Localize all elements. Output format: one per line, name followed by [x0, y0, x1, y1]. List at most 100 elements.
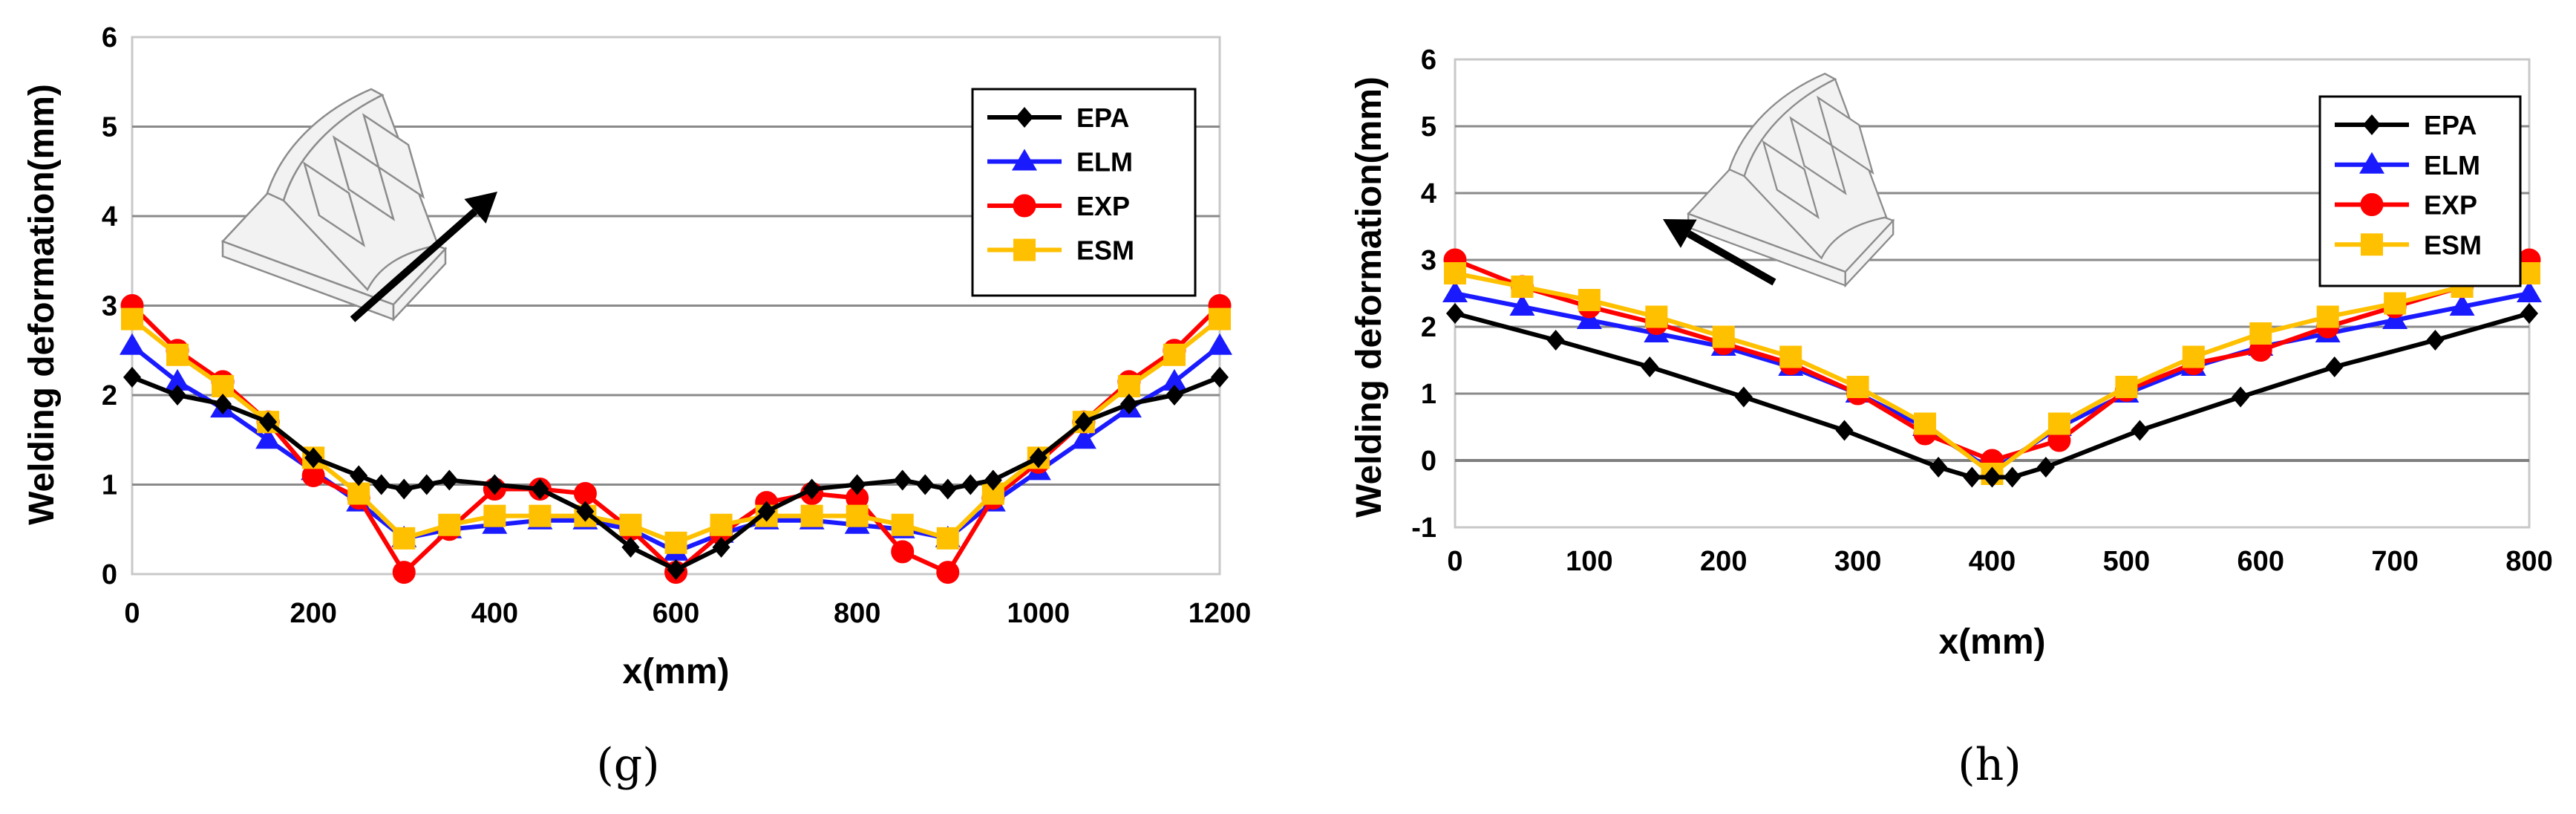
y-axis-title: Welding deformation(mm) [1350, 76, 1389, 518]
data-point-esm-9 [529, 504, 552, 527]
data-point-elm-0 [120, 333, 145, 355]
data-point-exp-6 [392, 561, 416, 585]
data-point-epa-22 [961, 474, 980, 495]
caption-g: (g) [596, 739, 659, 791]
y-tick-label-6: 6 [102, 22, 117, 53]
data-point-elm-15 [2449, 294, 2475, 316]
data-point-esm-9 [2047, 412, 2070, 435]
data-point-esm-16 [2518, 262, 2540, 284]
x-tick-label-2: 400 [471, 598, 518, 629]
direction-arrow-shaft [350, 208, 478, 322]
data-point-esm-12 [664, 531, 687, 554]
data-point-esm-18 [936, 527, 959, 550]
data-point-esm-23 [1163, 343, 1186, 366]
legend-marker-exp [1013, 194, 1036, 218]
chart-g: 0 1 2 3 4 5 6 0 200 400 600 800 1000 1200 x(mm) Welding… [22, 22, 1251, 691]
legend-marker-elm [1012, 149, 1037, 171]
series-epa [123, 366, 1229, 580]
data-point-esm-12 [2249, 322, 2272, 345]
legend-label-exp: EXP [2424, 190, 2477, 221]
data-point-epa-21 [938, 478, 957, 500]
data-point-epa-28 [1211, 366, 1229, 388]
data-point-epa-12 [2325, 356, 2344, 377]
data-point-epa-14 [2520, 303, 2538, 324]
data-point-esm-11 [619, 513, 642, 536]
x-tick-label-1: 200 [290, 598, 336, 629]
direction-arrow-shaft [1687, 230, 1776, 286]
y-tick-label-1: 1 [102, 470, 117, 501]
data-point-esm-11 [2182, 345, 2205, 368]
legend-marker-exp [2360, 193, 2384, 216]
y-tick-label-0: 0 [102, 559, 117, 590]
y-tick-label-5: 5 [102, 112, 117, 143]
data-point-esm-16 [846, 504, 869, 527]
direction-arrow-head [1663, 219, 1697, 248]
data-point-epa-17 [802, 478, 821, 500]
data-point-epa-7 [1983, 466, 2001, 488]
legend-label-epa: EPA [2424, 110, 2477, 140]
data-point-esm-3 [1645, 305, 1668, 328]
data-point-esm-6 [1846, 376, 1869, 398]
data-point-esm-4 [1712, 325, 1735, 348]
chart-h: -1 0 1 2 3 4 5 6 0 100 200 300 400 500 600 700 800 x(mm) W… [1350, 45, 2553, 662]
data-point-epa-2 [214, 394, 232, 415]
data-point-epa-8 [417, 474, 436, 495]
inset-stiffener-0 [1762, 140, 1820, 220]
data-point-epa-11 [2232, 386, 2250, 408]
data-point-epa-14 [667, 559, 685, 580]
data-point-epa-1 [1546, 330, 1565, 351]
data-point-elm-1 [165, 368, 191, 391]
x-tick-label-7: 700 [2371, 546, 2418, 577]
data-point-epa-4 [304, 447, 323, 469]
data-point-elm-24 [1207, 333, 1232, 355]
data-point-epa-19 [893, 469, 912, 491]
y-tick-label-2: 2 [102, 380, 117, 411]
direction-arrow-head [464, 192, 497, 224]
data-point-epa-5 [1929, 457, 1948, 478]
data-point-epa-26 [1119, 394, 1138, 415]
data-point-epa-7 [395, 478, 413, 500]
data-point-elm-0 [1442, 281, 1468, 302]
y-tick-label-0: -1 [1411, 512, 1436, 544]
data-point-epa-10 [2131, 420, 2149, 441]
data-point-exp-18 [936, 561, 960, 585]
data-point-esm-14 [2384, 292, 2407, 315]
data-point-esm-2 [1578, 289, 1601, 311]
x-tick-label-6: 1200 [1189, 598, 1252, 629]
legend-label-epa: EPA [1076, 102, 1129, 133]
legend-label-elm: ELM [2424, 150, 2480, 180]
data-point-epa-12 [576, 501, 595, 522]
legend-label-exp: EXP [1076, 191, 1130, 221]
data-point-epa-0 [123, 366, 141, 388]
legend: EPA ELM EXP ESM [2318, 95, 2522, 287]
data-point-exp-17 [891, 540, 915, 564]
series-epa [1446, 303, 2538, 488]
data-point-epa-3 [1734, 386, 1753, 408]
data-point-epa-0 [1446, 303, 1464, 324]
data-point-epa-1 [169, 385, 187, 406]
y-tick-label-2: 1 [1421, 379, 1436, 410]
data-point-epa-13 [2426, 330, 2445, 351]
data-point-esm-6 [393, 527, 416, 550]
inset-stiffener-2 [362, 113, 425, 199]
data-point-esm-13 [710, 513, 733, 536]
data-point-esm-22 [1117, 374, 1140, 397]
legend-marker-epa [2363, 114, 2381, 135]
x-tick-label-5: 500 [2103, 546, 2150, 577]
x-axis-title: x(mm) [1938, 622, 2045, 662]
legend-box [971, 88, 1197, 297]
data-point-epa-2 [1641, 356, 1659, 377]
inset-stiffener-0 [302, 161, 366, 247]
data-point-epa-18 [848, 474, 866, 495]
data-point-epa-9 [440, 469, 459, 491]
inset-stiffener-1 [1789, 116, 1847, 195]
data-point-epa-24 [1029, 447, 1047, 469]
data-point-epa-4 [1835, 420, 1854, 441]
legend-marker-epa [1016, 107, 1033, 128]
structure-inset-1 [1687, 72, 1895, 288]
data-point-epa-25 [1074, 411, 1093, 433]
x-tick-label-6: 600 [2237, 546, 2284, 577]
y-tick-label-4: 4 [102, 201, 117, 232]
data-point-esm-17 [891, 513, 914, 536]
